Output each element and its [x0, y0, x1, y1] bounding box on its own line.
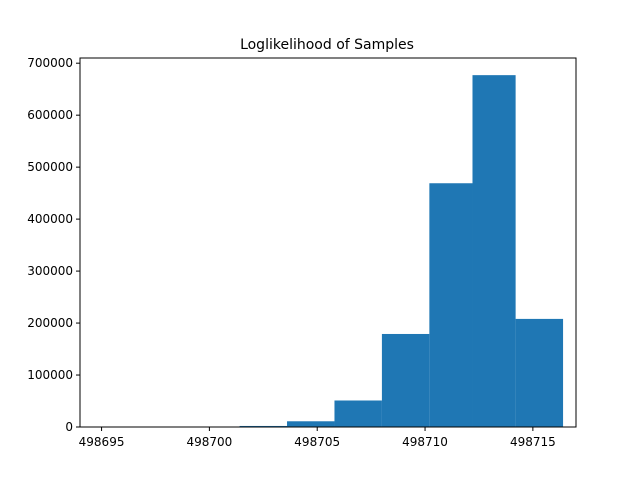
x-tick-label-3: 498710	[402, 435, 448, 449]
histogram-bar-4	[287, 421, 335, 427]
histogram-bar-5	[334, 400, 382, 427]
y-tick-label-5: 500000	[27, 160, 73, 174]
x-tick-label-4: 498715	[510, 435, 556, 449]
y-tick-label-2: 200000	[27, 316, 73, 330]
histogram-bar-9	[515, 318, 564, 427]
y-tick-label-7: 700000	[27, 56, 73, 70]
x-tick-label-2: 498705	[294, 435, 340, 449]
x-tick-label-0: 498695	[79, 435, 125, 449]
y-tick-label-3: 300000	[27, 264, 73, 278]
y-tick-label-6: 600000	[27, 108, 73, 122]
bars-group	[187, 75, 564, 428]
x-axis: 498695 498700 498705 498710 498715	[79, 427, 556, 449]
histogram-bar-6	[381, 333, 430, 427]
y-axis: 0 100000 200000 300000 400000 500000 600000 700…	[27, 56, 80, 434]
histogram-bar-8	[472, 75, 516, 428]
x-tick-label-1: 498700	[186, 435, 232, 449]
histogram-bar-3	[239, 425, 288, 427]
histogram-bar-7	[429, 183, 473, 427]
y-tick-label-0: 0	[65, 420, 73, 434]
y-tick-label-4: 400000	[27, 212, 73, 226]
plot-frame	[79, 57, 577, 428]
chart-title: Loglikelihood of Samples	[240, 37, 414, 53]
y-tick-label-1: 100000	[27, 368, 73, 382]
